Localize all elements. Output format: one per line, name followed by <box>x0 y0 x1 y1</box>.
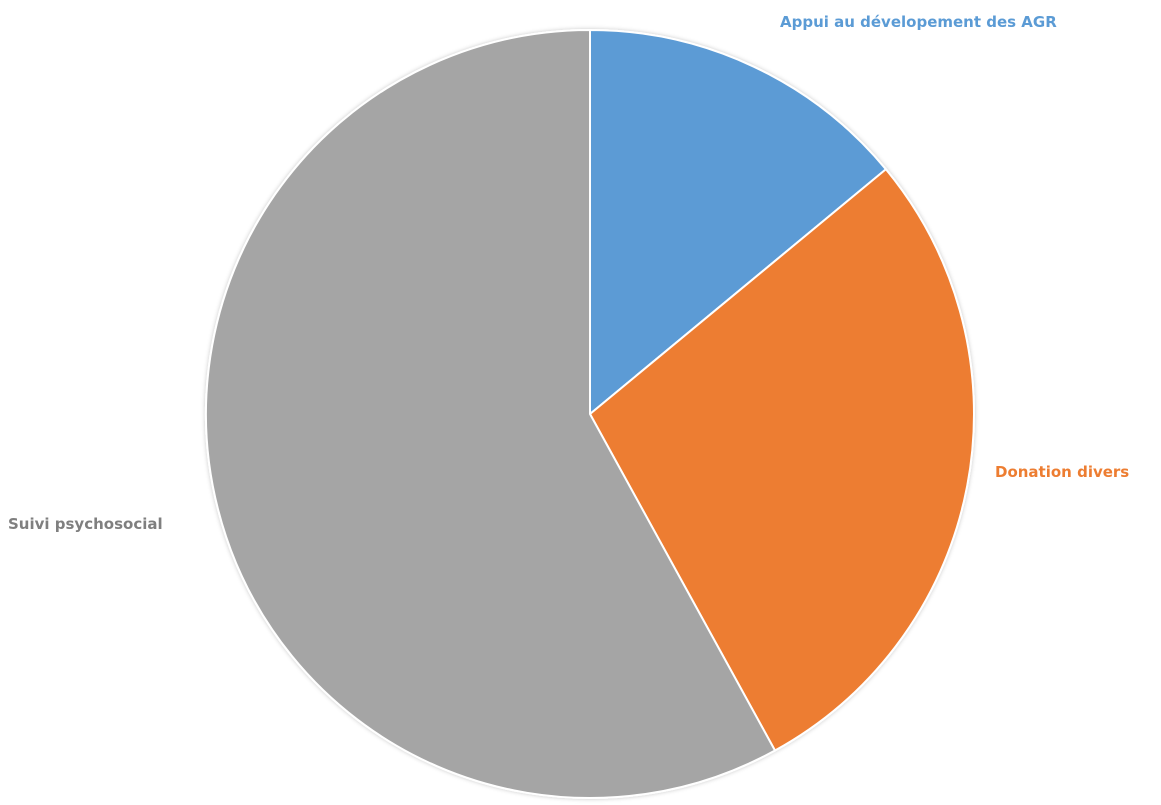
slice-label-suivi-psychosocial: Suivi psychosocial <box>8 515 163 533</box>
pie-slice-suivi-psychosocial <box>204 28 777 799</box>
slice-label-appui-agr: Appui au dévelopement des AGR <box>780 13 1057 31</box>
pie-slices <box>204 28 975 799</box>
pie-slice-appui-agr <box>589 28 888 417</box>
pie-slice-donation-divers <box>588 167 975 752</box>
slice-label-donation-divers: Donation divers <box>995 463 1129 481</box>
